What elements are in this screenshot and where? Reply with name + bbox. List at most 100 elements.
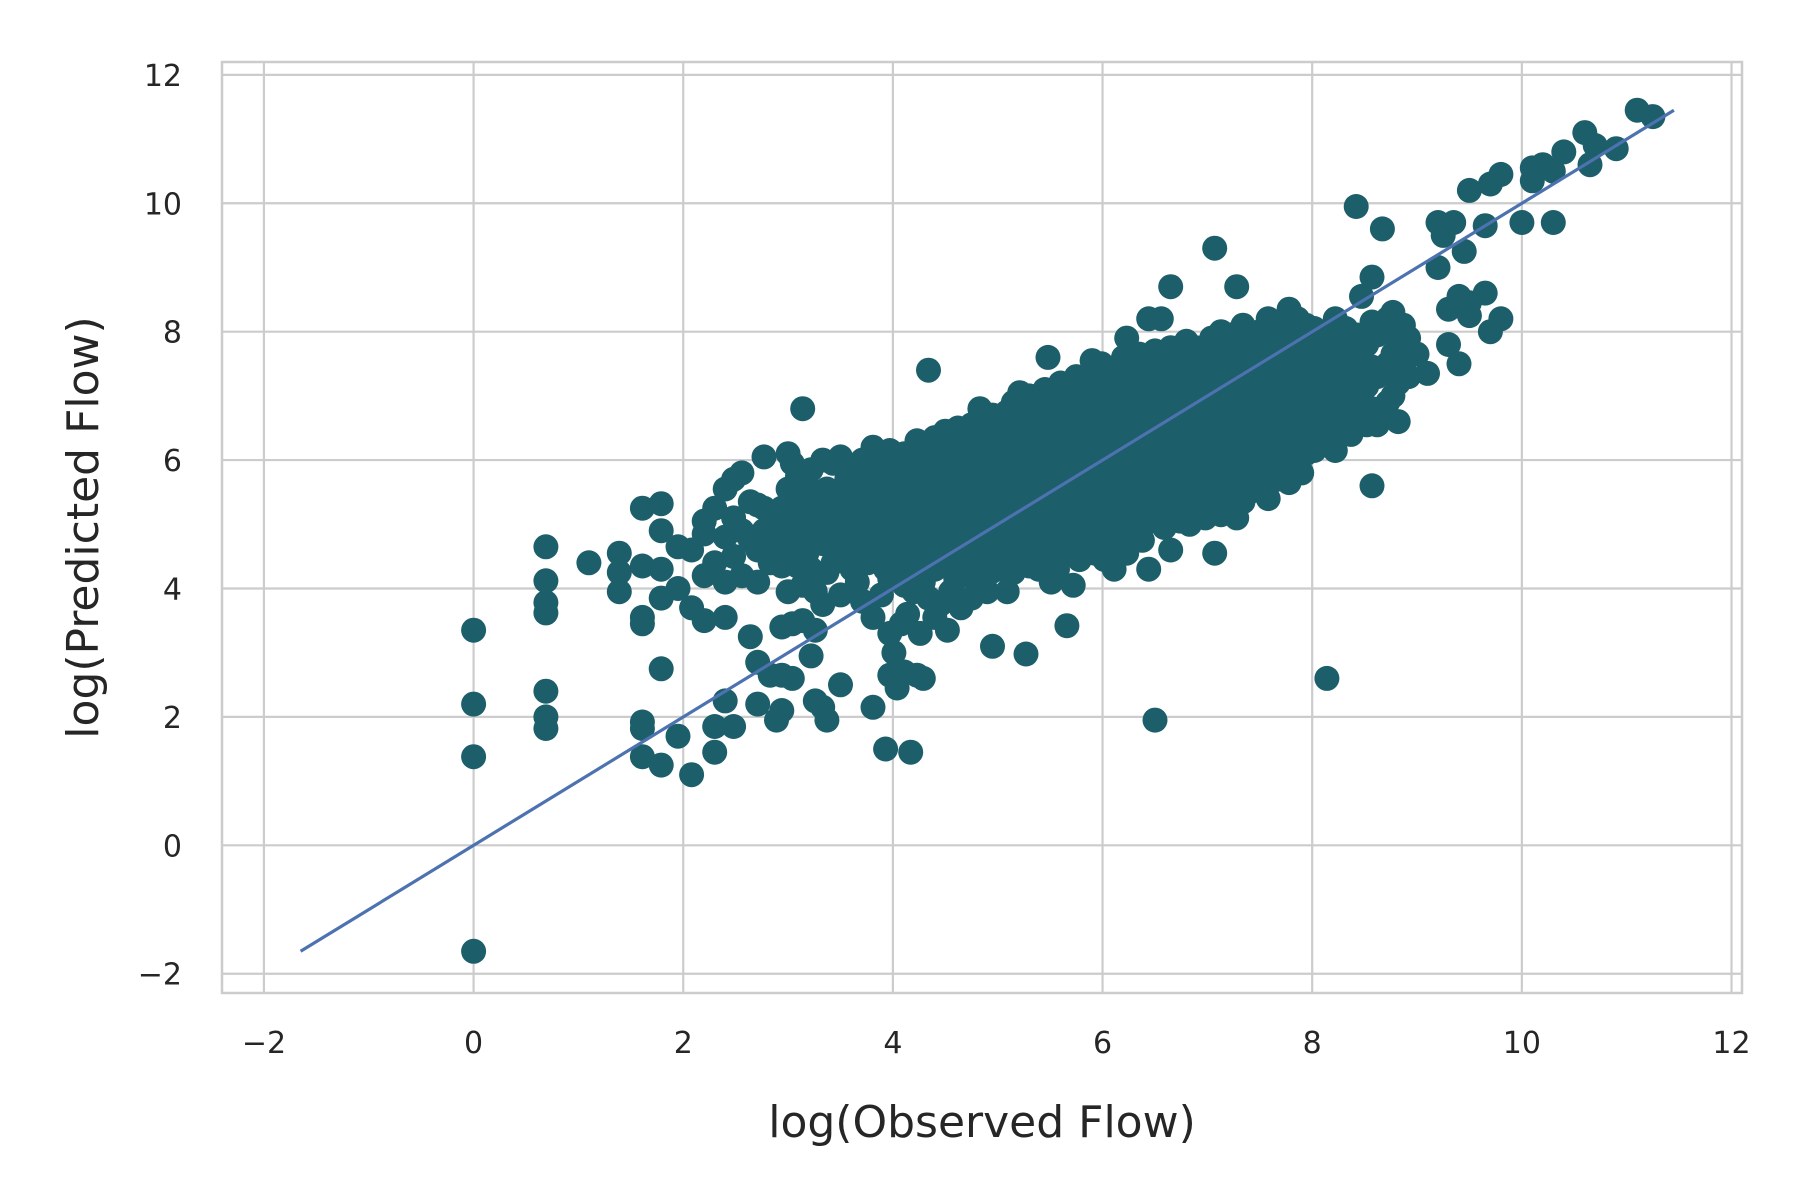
data-point xyxy=(712,604,738,630)
data-point xyxy=(1415,360,1440,386)
y-tick-label: 8 xyxy=(163,316,182,351)
x-tick-label: 2 xyxy=(674,1026,693,1061)
data-point xyxy=(1013,641,1039,667)
data-point xyxy=(994,579,1020,605)
data-point xyxy=(629,553,655,579)
data-point xyxy=(533,678,559,704)
data-point xyxy=(802,617,828,643)
data-point xyxy=(910,665,936,691)
data-point xyxy=(798,643,824,669)
data-point xyxy=(1436,332,1461,357)
data-point xyxy=(576,550,602,576)
data-point xyxy=(895,601,921,627)
y-tick-label: 0 xyxy=(163,829,182,864)
data-point xyxy=(1425,255,1451,280)
data-point xyxy=(1136,556,1162,582)
data-point xyxy=(729,460,755,486)
data-point xyxy=(665,723,691,749)
data-point xyxy=(779,665,805,691)
x-tick-label: 4 xyxy=(883,1026,902,1061)
data-point xyxy=(1158,537,1184,563)
x-tick-labels: −2 0 2 4 6 8 10 12 xyxy=(242,1026,1751,1061)
x-tick-label: 8 xyxy=(1303,1026,1322,1061)
data-point xyxy=(702,550,728,576)
y-tick-labels: −2 0 2 4 6 8 10 12 xyxy=(138,59,182,993)
data-point xyxy=(1509,210,1535,235)
data-point xyxy=(1540,158,1566,184)
identity-line-layer xyxy=(299,108,1675,953)
data-point xyxy=(1322,438,1348,463)
data-point xyxy=(648,518,674,544)
data-point xyxy=(533,600,559,626)
data-point xyxy=(1451,238,1477,264)
y-tick-label: 10 xyxy=(144,187,182,222)
data-point xyxy=(1488,161,1514,187)
y-tick-label: 2 xyxy=(163,701,182,736)
data-point xyxy=(606,579,632,605)
data-point xyxy=(629,495,655,521)
data-point xyxy=(974,579,1000,605)
data-point xyxy=(1060,572,1086,598)
data-point xyxy=(1540,210,1566,235)
data-point xyxy=(1349,283,1374,309)
data-point xyxy=(1343,194,1369,219)
data-point xyxy=(860,604,886,630)
data-point xyxy=(1359,473,1385,499)
data-point xyxy=(648,656,674,682)
data-point xyxy=(1456,303,1482,329)
data-point xyxy=(1359,264,1385,290)
data-point xyxy=(1035,344,1061,370)
data-point xyxy=(1446,351,1472,377)
data-point xyxy=(1551,139,1577,165)
data-point xyxy=(769,698,795,723)
data-point xyxy=(1441,210,1467,235)
data-point xyxy=(745,569,771,595)
data-point xyxy=(1456,177,1482,203)
x-tick-label: 10 xyxy=(1503,1026,1541,1061)
data-point xyxy=(1640,104,1666,130)
data-point xyxy=(533,534,559,560)
data-point xyxy=(745,691,771,717)
data-point xyxy=(648,491,674,517)
data-point xyxy=(702,739,728,765)
data-point xyxy=(1385,409,1411,435)
data-point xyxy=(1148,306,1174,332)
data-point xyxy=(691,521,717,547)
y-tick-label: 4 xyxy=(163,572,182,607)
data-point xyxy=(1488,306,1514,332)
data-point xyxy=(1224,274,1250,300)
y-tick-label: 6 xyxy=(163,444,182,479)
data-point xyxy=(533,716,559,741)
y-axis-label: log(Predicted Flow) xyxy=(58,316,109,738)
data-point xyxy=(629,611,655,637)
y-tick-label: −2 xyxy=(138,958,182,993)
x-tick-label: 6 xyxy=(1093,1026,1112,1061)
data-point xyxy=(980,633,1005,659)
data-point xyxy=(1289,460,1315,486)
data-point xyxy=(873,736,899,762)
data-point xyxy=(702,714,728,739)
data-point xyxy=(1158,274,1184,300)
data-point xyxy=(790,396,816,422)
x-tick-label: 0 xyxy=(464,1026,483,1061)
data-point xyxy=(461,938,487,964)
data-point xyxy=(606,559,632,585)
data-point xyxy=(533,568,559,594)
data-point xyxy=(898,739,924,765)
data-point xyxy=(1054,613,1080,639)
data-point xyxy=(461,617,487,643)
data-point xyxy=(606,540,632,566)
data-point xyxy=(1472,280,1498,306)
data-point xyxy=(1396,364,1422,390)
data-point xyxy=(461,744,487,770)
data-point xyxy=(860,694,886,720)
data-point xyxy=(691,608,717,634)
data-point xyxy=(1314,665,1340,691)
data-point xyxy=(844,569,870,595)
data-point xyxy=(934,617,960,643)
x-axis-label: log(Observed Flow) xyxy=(768,1097,1196,1148)
y-tick-label: 12 xyxy=(144,59,182,94)
data-point xyxy=(721,714,747,739)
data-point xyxy=(648,752,674,778)
data-point xyxy=(665,576,691,601)
